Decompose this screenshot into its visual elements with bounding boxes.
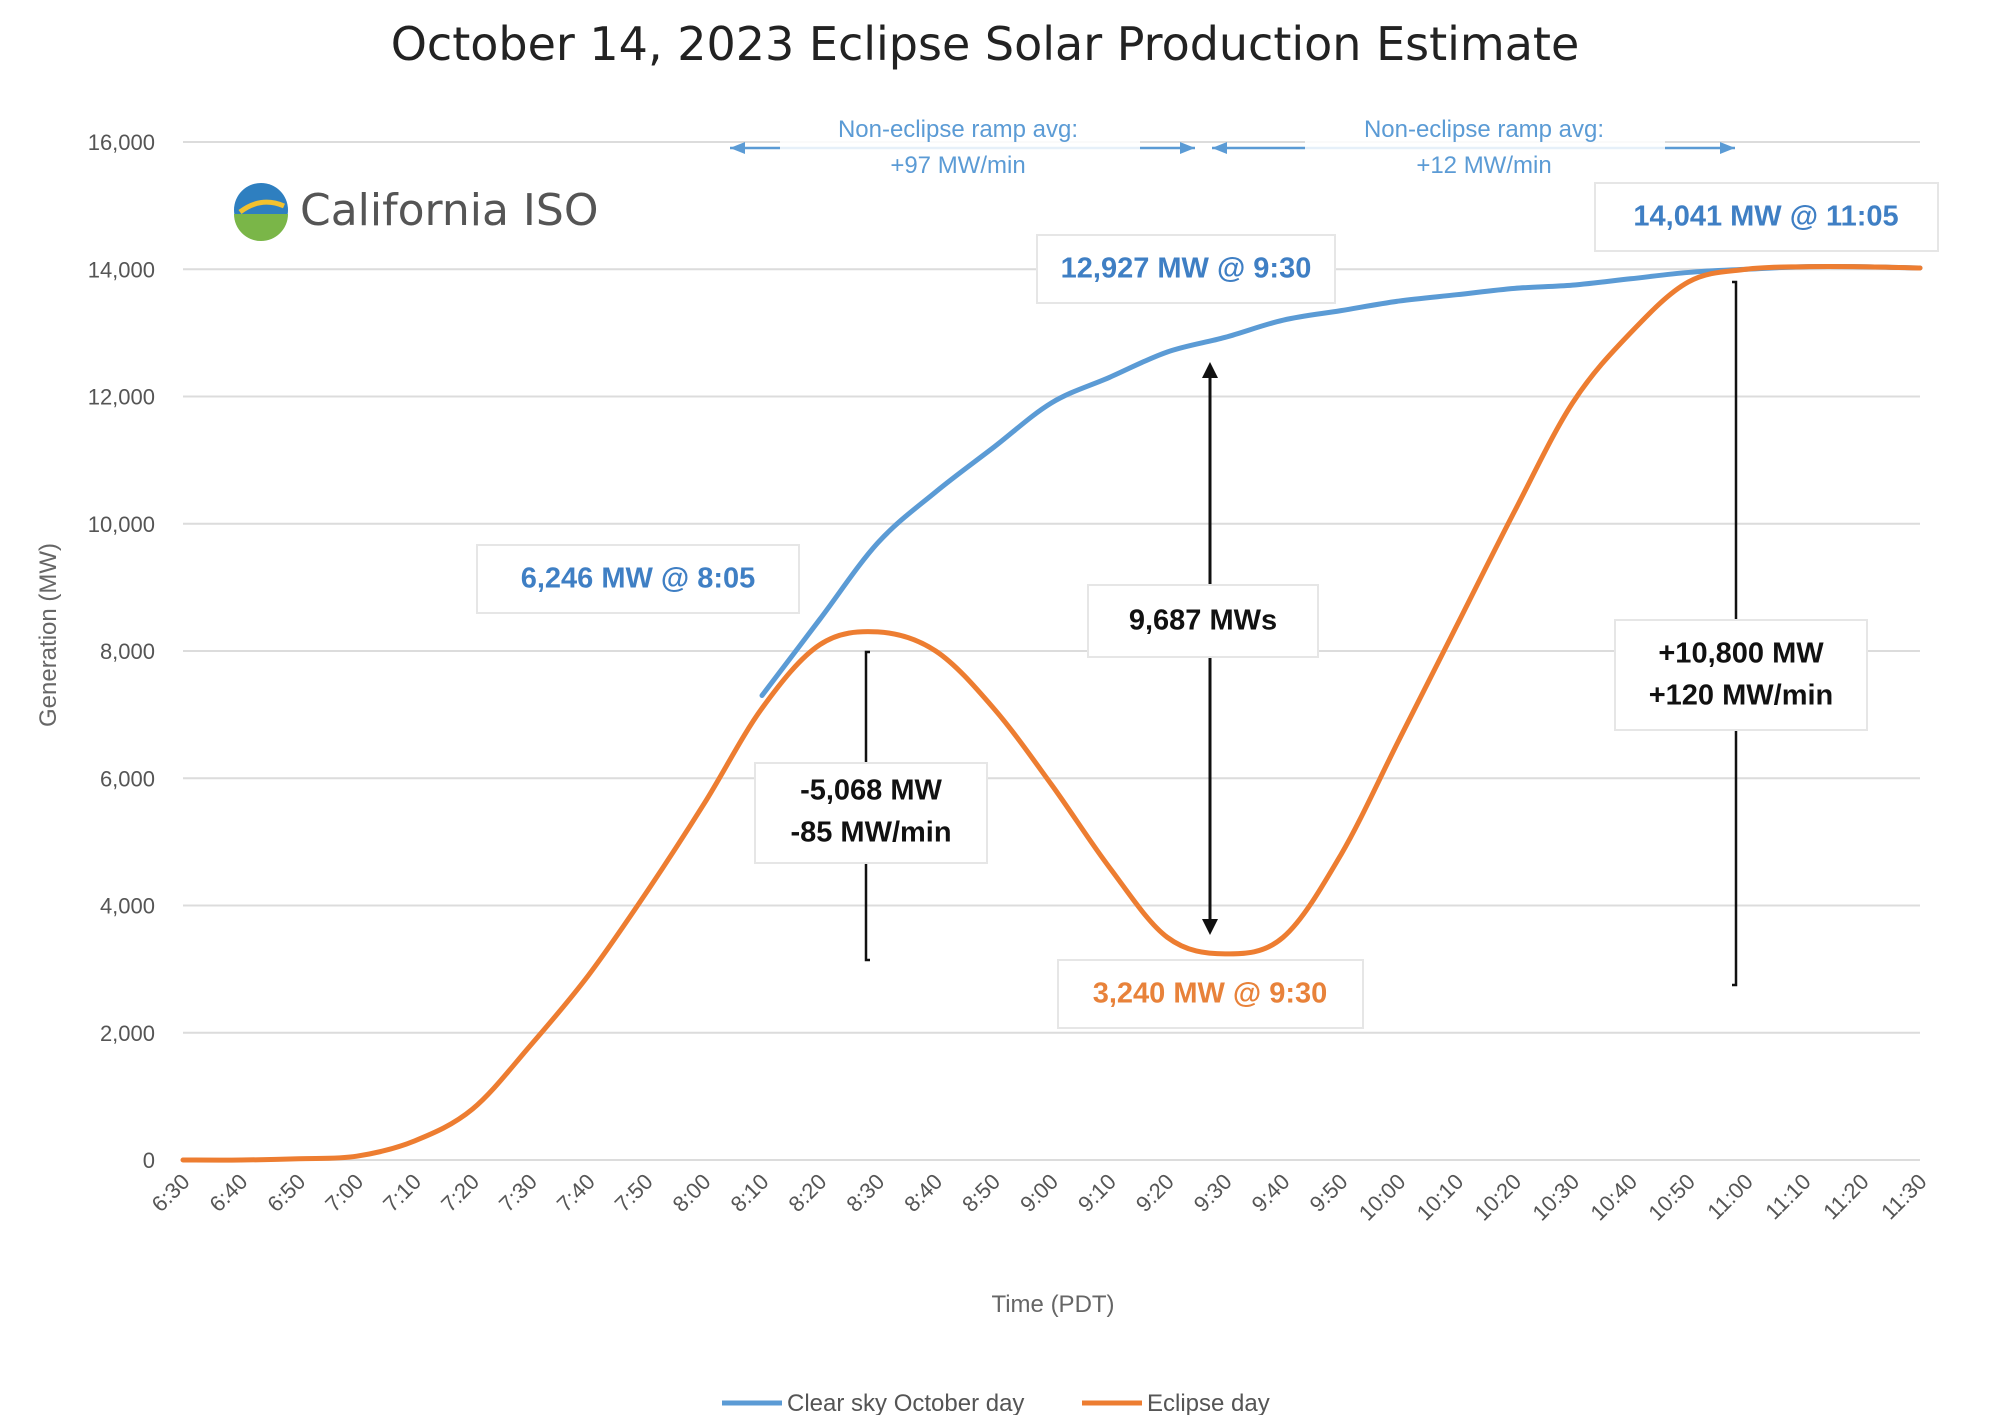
series-line-eclipse (180, 263, 1923, 1163)
annotation-box-clear-1105 (1594, 182, 1939, 252)
x-tick-label: 9:00 (1015, 1169, 1063, 1217)
x-tick-label: 8:40 (899, 1169, 947, 1217)
series (180, 263, 1923, 1163)
logo-text: California ISO (300, 185, 598, 236)
x-tick-label: 10:20 (1470, 1169, 1527, 1226)
annotation-box-clear-930 (1036, 234, 1336, 304)
x-tick-label: 7:50 (610, 1169, 658, 1217)
x-tick-label: 7:40 (552, 1169, 600, 1217)
x-tick-label: 7:30 (494, 1169, 542, 1217)
x-tick-label: 9:10 (1073, 1169, 1121, 1217)
ramp1-arrow-right-icon (1180, 142, 1195, 154)
x-axis-ticks: 6:30 6:40 6:50 7:00 7:10 7:20 7:30 7:40 7:50 8:00… (147, 1169, 1932, 1226)
annotation-box-clear-805 (476, 544, 800, 614)
annotation-gap: 9,687 MWs (1129, 605, 1277, 637)
ramp1-arrow-left-icon (730, 142, 745, 154)
x-tick-label: 7:10 (378, 1169, 426, 1217)
annotation-clear-930: 12,927 MW @ 9:30 (1061, 253, 1312, 285)
ramp1-label-line1: Non-eclipse ramp avg: (838, 116, 1078, 143)
y-axis-ticks: 0 2,000 4,000 6,000 8,000 10,000 12,000 14,000 1… (88, 130, 155, 1173)
x-tick-label: 11:30 (1876, 1169, 1931, 1224)
x-axis-label: Time (PDT) (991, 1291, 1114, 1318)
y-tick-label: 6,000 (100, 766, 155, 791)
gap-arrow-down-icon (1202, 919, 1218, 935)
ramp2-label-line2: +12 MW/min (1416, 152, 1551, 179)
x-tick-label: 9:40 (1247, 1169, 1295, 1217)
y-tick-label: 2,000 (100, 1021, 155, 1046)
annotation-box-eclipse-930 (1057, 959, 1364, 1029)
y-tick-label: 16,000 (88, 130, 155, 155)
legend: Clear sky October day Eclipse day (722, 1390, 1270, 1415)
x-tick-label: 6:40 (204, 1169, 252, 1217)
ramp2-arrow-right-icon (1720, 142, 1735, 154)
y-tick-label: 10,000 (88, 512, 155, 537)
x-tick-label: 10:10 (1412, 1169, 1469, 1226)
x-tick-label: 7:00 (320, 1169, 368, 1217)
california-iso-logo-icon (234, 183, 288, 241)
x-tick-label: 11:00 (1702, 1169, 1757, 1224)
x-tick-label: 8:50 (957, 1169, 1005, 1217)
annotation-clear-805: 6,246 MW @ 8:05 (521, 563, 756, 595)
x-tick-label: 10:30 (1528, 1169, 1585, 1226)
legend-label-clear-sky: Clear sky October day (787, 1390, 1024, 1415)
annotation-boxes: 6,246 MW @ 8:05 12,927 MW @ 9:30 14,041 … (476, 182, 1939, 1029)
ramp2-arrow-left-icon (1212, 142, 1227, 154)
x-tick-label: 10:00 (1354, 1169, 1411, 1226)
x-tick-label: 9:20 (1131, 1169, 1179, 1217)
annotation-clear-1105: 14,041 MW @ 11:05 (1633, 201, 1898, 233)
chart-title: October 14, 2023 Eclipse Solar Productio… (391, 17, 1580, 71)
ramp-annotations: Non-eclipse ramp avg: +97 MW/min Non-ecl… (730, 108, 1735, 186)
x-tick-label: 9:30 (1189, 1169, 1237, 1217)
y-tick-label: 0 (143, 1148, 155, 1173)
annotation-drop-line1: -5,068 MW (800, 775, 942, 807)
x-tick-label: 8:30 (841, 1169, 889, 1217)
annotation-eclipse-930: 3,240 MW @ 9:30 (1093, 978, 1328, 1010)
annotation-box-drop (754, 762, 988, 864)
x-tick-label: 11:20 (1818, 1169, 1873, 1224)
x-tick-label: 8:20 (783, 1169, 831, 1217)
annotation-rise-line1: +10,800 MW (1658, 638, 1824, 670)
x-tick-label: 10:40 (1585, 1169, 1642, 1226)
x-tick-label: 11:10 (1760, 1169, 1815, 1224)
annotation-rise-line2: +120 MW/min (1649, 680, 1834, 712)
x-tick-label: 8:10 (726, 1169, 774, 1217)
y-tick-label: 14,000 (88, 257, 155, 282)
y-tick-label: 4,000 (100, 894, 155, 919)
x-tick-label: 6:50 (262, 1169, 310, 1217)
ramp1-label-line2: +97 MW/min (890, 152, 1025, 179)
x-tick-label: 8:00 (668, 1169, 716, 1217)
annotation-box-gap (1087, 584, 1319, 658)
annotation-box-rise (1614, 619, 1868, 731)
legend-label-eclipse: Eclipse day (1147, 1390, 1270, 1415)
y-tick-label: 8,000 (100, 639, 155, 664)
x-tick-label: 9:50 (1305, 1169, 1353, 1217)
x-tick-label: 10:50 (1643, 1169, 1700, 1226)
annotation-drop-line2: -85 MW/min (790, 817, 951, 849)
y-axis-label: Generation (MW) (35, 543, 62, 727)
gap-arrow-up-icon (1202, 362, 1218, 378)
ramp2-label-line1: Non-eclipse ramp avg: (1364, 116, 1604, 143)
x-tick-label: 6:30 (147, 1169, 195, 1217)
x-tick-label: 7:20 (436, 1169, 484, 1217)
california-iso-logo: California ISO (234, 183, 598, 241)
y-tick-label: 12,000 (88, 385, 155, 410)
